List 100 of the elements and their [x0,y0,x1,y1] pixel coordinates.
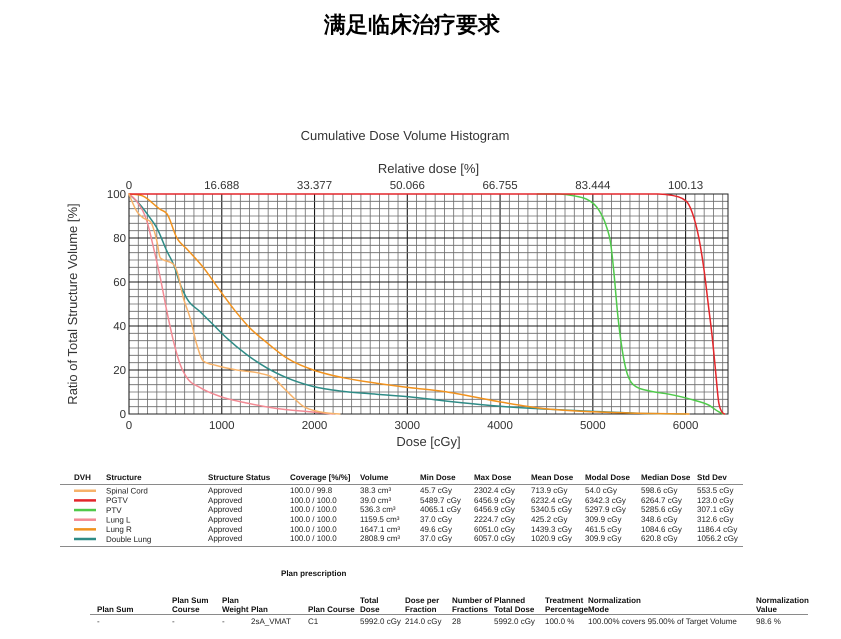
text: 123.0 cGy [697,496,734,505]
text: 2302.4 cGy [474,486,515,495]
x2-tick-label: 33.377 [296,180,332,192]
text: 1439.3 cGy [531,524,572,534]
text: 713.9 cGy [531,486,568,495]
text: 100.0 % [545,617,574,626]
text: Plan [251,605,269,614]
text: 553.5 cGy [697,486,734,495]
text: 6051.0 cGy [474,524,515,534]
y-tick-label: 40 [113,321,126,333]
text: 4065.1 cGy [420,505,461,514]
text: 45.7 cGy [420,486,452,495]
x-tick-label: 3000 [394,420,420,432]
text: Approved [208,534,242,544]
text: 214.0 cGy [405,617,442,626]
text: 536.3 cm³ [360,505,396,514]
text: 1159.5 cm³ [360,514,400,524]
y-tick-label: 100 [106,189,126,201]
text: 5992.0 cGy [494,617,535,626]
text: Std Dev [697,473,727,482]
text: Total Dose [360,596,381,614]
x2-tick-label: 100.13 [668,180,704,192]
text: Plan Sum Course [172,596,210,614]
text: Number of Fractions [452,596,492,614]
x-tick-label: 1000 [208,420,235,432]
text: 1084.6 cGy [641,524,682,534]
text: 37.0 cGy [420,534,452,544]
text: Approved [208,505,242,514]
chart-title: 满足临床治疗要求 [323,12,501,37]
text: 100.0 / 100.0 [290,524,337,534]
text: Normalization Mode [588,596,642,614]
text: 1056.2 cGy [697,534,738,544]
text: 5992.0 cGy [360,617,401,626]
text: 620.8 cGy [641,534,678,544]
text: - [172,617,175,626]
text: Modal Dose [585,473,630,482]
legend-label: PGTV [106,496,128,506]
text: C1 [308,617,318,626]
text: Plan Course [308,605,356,614]
text: 98.6 % [756,617,781,626]
text: Plan Sum [97,605,134,614]
y-tick-label: 80 [113,233,126,245]
text: 5285.6 cGy [641,505,682,514]
x-tick-label: 5000 [580,420,606,432]
text: 100.0 / 100.0 [290,505,337,514]
text: 309.9 cGy [585,514,622,524]
text: 5489.7 cGy [420,496,461,505]
text: 312.6 cGy [697,514,734,524]
text: 1020.9 cGy [531,534,572,544]
text: Structure Status [208,473,270,482]
text: Volume [360,473,388,482]
x-tick-label: 2000 [302,420,328,432]
text: 309.9 cGy [585,534,622,544]
text: 5297.9 cGy [585,505,626,514]
text: 39.0 cm³ [360,496,392,505]
text: Dose per Fraction [405,596,440,614]
text: 6342.3 cGy [585,496,626,505]
text: 100.0 / 99.8 [290,486,332,495]
y-tick-label: 0 [120,409,126,421]
x2-tick-label: 16.688 [204,180,240,192]
text: 100.00% covers 95.00% of Target Volume [588,617,737,626]
chart-subtitle: Cumulative Dose Volume Histogram [300,128,510,143]
text: Plan Weight [222,596,250,614]
text: Approved [208,486,242,495]
text: Median Dose [641,473,690,482]
text: 100.0 / 100.0 [290,514,337,524]
text: Max Dose [474,473,512,482]
text: 6264.7 cGy [641,496,682,505]
text: 2sA_VMAT [251,617,291,626]
text: 348.6 cGy [641,514,678,524]
text: Normalization Value [756,596,810,614]
text: 6232.4 cGy [531,496,572,505]
text: Coverage [%/%] [290,473,350,482]
text: 100.0 / 100.0 [290,534,337,544]
text: 425.2 cGy [531,514,568,524]
text: 1647.1 cm³ [360,524,400,534]
legend-label: Lung L [106,515,132,524]
text: Structure [106,473,142,482]
text: Approved [208,524,242,534]
text: 6057.0 cGy [474,534,515,544]
x2-tick-label: 83.444 [575,180,612,192]
x-tick-label: 6000 [672,420,698,432]
legend-label: PTV [106,506,122,515]
text: Approved [208,496,242,505]
y-tick-label: 20 [113,365,126,377]
text: - [222,617,225,626]
text: Min Dose [420,473,456,482]
text: 5340.5 cGy [531,505,572,514]
x2-tick-label: 50.066 [390,180,425,192]
y-tick-label: 60 [113,277,126,289]
legend-title: DVH [74,473,91,482]
text: 37.0 cGy [420,514,452,524]
text: 6456.9 cGy [474,496,515,505]
x-tick-label: 4000 [487,420,513,432]
text: 100.0 / 100.0 [290,496,337,505]
legend-label: Lung R [106,525,132,534]
text: 2808.9 cm³ [360,534,400,544]
text: - [97,617,100,626]
legend-label: Spinal Cord [106,486,148,496]
text: 598.6 cGy [641,486,678,495]
